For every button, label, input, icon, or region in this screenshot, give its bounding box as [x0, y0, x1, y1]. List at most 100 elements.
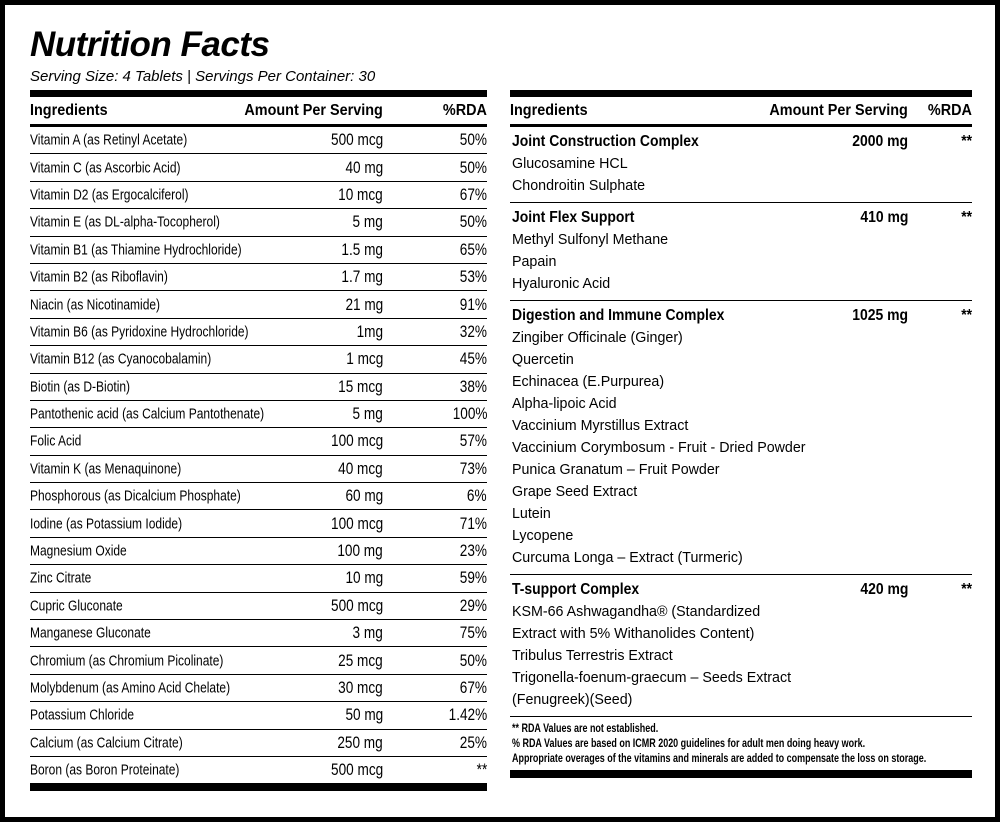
- table-row: Boron (as Boron Proteinate) 500 mcg **: [30, 757, 487, 783]
- table-row: Vitamin D2 (as Ergocalciferol) 10 mcg 67%: [30, 182, 487, 210]
- table-row: Folic Acid 100 mcg 57%: [30, 428, 487, 456]
- column-header: Ingredients: [30, 101, 108, 119]
- table-row: Vitamin A (as Retinyl Acetate) 500 mcg 50%: [30, 127, 487, 155]
- group-header: Joint Flex Support 410 mg **: [512, 206, 972, 229]
- column-header: Ingredients: [510, 101, 588, 119]
- group-item: Chondroitin Sulphate: [512, 177, 646, 194]
- ingredient-name: Vitamin E (as DL-alpha-Tocopherol): [30, 213, 220, 231]
- group-item: Glucosamine HCL: [512, 155, 628, 172]
- amount: 40 mg: [345, 157, 383, 177]
- table-row: Phosphorous (as Dicalcium Phosphate) 60 m…: [30, 483, 487, 511]
- table-row: Biotin (as D-Biotin) 15 mcg 38%: [30, 374, 487, 401]
- group-header: Joint Construction Complex 2000 mg **: [512, 130, 972, 153]
- group-item: Vaccinium Corymbosum - Fruit - Dried Pow…: [512, 439, 806, 456]
- rda: 23%: [459, 541, 487, 561]
- amount: 100 mcg: [330, 513, 383, 533]
- amount: 250 mg: [337, 732, 383, 752]
- amount: 50 mg: [345, 705, 383, 725]
- group-rda: **: [961, 580, 972, 598]
- table-row: Molybdenum (as Amino Acid Chelate) 30 mcg…: [30, 675, 487, 703]
- amount: 500 mcg: [330, 760, 383, 780]
- rda: 1.42%: [448, 705, 487, 725]
- ingredient-name: Molybdenum (as Amino Acid Chelate): [30, 679, 231, 697]
- group-name: T-support Complex: [512, 580, 640, 598]
- table-row: Zinc Citrate 10 mg 59%: [30, 565, 487, 593]
- rda: 38%: [459, 376, 487, 396]
- group-item: Trigonella-foenum-graecum – Seeds Extrac…: [512, 669, 792, 708]
- rda: 59%: [459, 568, 487, 588]
- table-row: Manganese Gluconate 3 mg 75%: [30, 620, 487, 648]
- rda: 67%: [459, 184, 487, 204]
- amount: 1.7 mg: [341, 267, 383, 287]
- ingredient-group: Joint Construction Complex 2000 mg ** Gluco…: [510, 127, 972, 203]
- column-header: Amount Per Serving: [769, 101, 908, 119]
- serving-info: Serving Size: 4 Tablets | Servings Per C…: [30, 68, 376, 85]
- rda: 6%: [467, 486, 487, 506]
- rda: 53%: [459, 267, 487, 287]
- header-row: Ingredients Amount Per Serving %RDA: [30, 97, 487, 127]
- ingredient-name: Biotin (as D-Biotin): [30, 378, 131, 396]
- ingredient-name: Vitamin B2 (as Riboflavin): [30, 268, 168, 286]
- table-row: Vitamin B12 (as Cyanocobalamin) 1 mcg 45%: [30, 346, 487, 374]
- group-amount: 1025 mg: [852, 306, 908, 324]
- group-item: Punica Granatum – Fruit Powder: [512, 461, 720, 478]
- group-rda: **: [961, 208, 972, 226]
- amount: 500 mcg: [330, 130, 383, 150]
- rda: 45%: [459, 349, 487, 369]
- footnote: Appropriate overages of the vitamins and…: [512, 753, 927, 765]
- top-bar: [30, 90, 487, 97]
- rda: 75%: [459, 623, 487, 643]
- group-item: Alpha-lipoic Acid: [512, 395, 617, 412]
- table-row: Niacin (as Nicotinamide) 21 mg 91%: [30, 291, 487, 319]
- rda: 65%: [459, 239, 487, 259]
- group-item: Papain: [512, 253, 557, 270]
- rda: 25%: [459, 732, 487, 752]
- rda: 50%: [459, 650, 487, 670]
- column-header: Amount Per Serving: [244, 101, 383, 119]
- ingredient-name: Vitamin B1 (as Thiamine Hydrochloride): [30, 241, 242, 259]
- ingredient-name: Vitamin C (as Ascorbic Acid): [30, 159, 181, 177]
- group-amount: 420 mg: [859, 580, 908, 598]
- rda: 32%: [459, 321, 487, 341]
- group-item: KSM-66 Ashwagandha® (Standardized Extrac…: [512, 603, 761, 642]
- ingredient-name: Iodine (as Potassium Iodide): [30, 515, 183, 533]
- column-header: %RDA: [927, 101, 972, 119]
- complex-table: Ingredients Amount Per Serving %RDA Join…: [510, 90, 972, 778]
- amount: 30 mcg: [338, 678, 383, 697]
- ingredient-group: Joint Flex Support 410 mg ** Methyl Sulfony…: [510, 203, 972, 301]
- ingredient-name: Phosphorous (as Dicalcium Phosphate): [30, 487, 241, 505]
- column-header: %RDA: [442, 101, 487, 119]
- group-rda: **: [961, 306, 972, 324]
- table-row: Calcium (as Calcium Citrate) 250 mg 25%: [30, 730, 487, 757]
- amount: 10 mg: [345, 568, 383, 588]
- amount: 1mg: [356, 321, 383, 341]
- ingredient-name: Folic Acid: [30, 432, 82, 450]
- ingredient-name: Niacin (as Nicotinamide): [30, 296, 161, 314]
- amount: 60 mg: [345, 486, 383, 506]
- ingredient-name: Cupric Gluconate: [30, 597, 123, 615]
- ingredient-name: Magnesium Oxide: [30, 542, 127, 560]
- rda: 91%: [459, 294, 487, 314]
- amount: 1.5 mg: [341, 239, 383, 259]
- ingredient-name: Vitamin B12 (as Cyanocobalamin): [30, 350, 212, 368]
- table-row: Iodine (as Potassium Iodide) 100 mcg 71%: [30, 510, 487, 538]
- group-item: Curcuma Longa – Extract (Turmeric): [512, 549, 743, 566]
- bottom-bar: [510, 770, 972, 778]
- group-item: Lycopene: [512, 527, 574, 544]
- amount: 21 mg: [345, 294, 383, 314]
- group-item: Echinacea (E.Purpurea): [512, 373, 665, 390]
- amount: 10 mcg: [338, 184, 383, 204]
- rda: 100%: [452, 404, 487, 424]
- footnote: % RDA Values are based on ICMR 2020 guid…: [512, 738, 866, 750]
- table-row: Vitamin C (as Ascorbic Acid) 40 mg 50%: [30, 154, 487, 182]
- title: Nutrition Facts: [30, 25, 270, 64]
- ingredient-name: Chromium (as Chromium Picolinate): [30, 652, 224, 670]
- ingredient-name: Calcium (as Calcium Citrate): [30, 734, 183, 752]
- group-name: Joint Construction Complex: [512, 132, 699, 150]
- ingredient-name: Manganese Gluconate: [30, 624, 151, 642]
- vitamin-table: Ingredients Amount Per Serving %RDA Vita…: [30, 90, 487, 792]
- group-item: Hyaluronic Acid: [512, 275, 611, 292]
- group-name: Joint Flex Support: [512, 208, 635, 226]
- rda: 50%: [459, 130, 487, 150]
